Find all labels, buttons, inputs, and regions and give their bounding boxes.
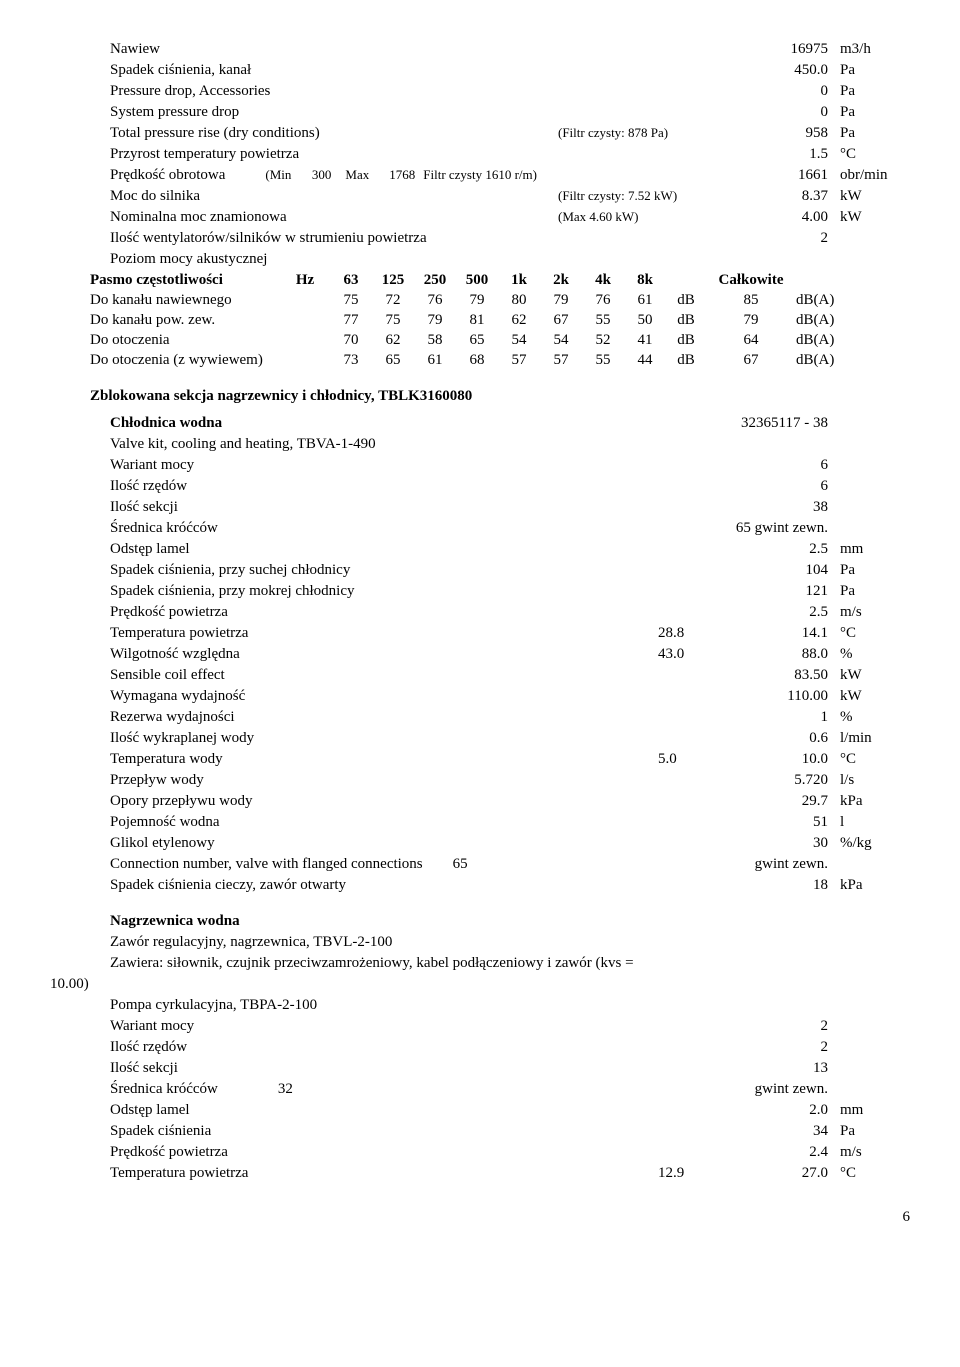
row: Connection number, valve with flanged co… [50, 856, 910, 876]
row: Wariant mocy6 [50, 457, 910, 477]
frequency-table: Pasmo częstotliwości Hz 63 125 250 500 1… [50, 272, 910, 372]
row: Prędkość powietrza2.5m/s [50, 604, 910, 624]
row: Odstęp lamel2.0mm [50, 1102, 910, 1122]
row-nagrzewnica-title: Nagrzewnica wodna [50, 913, 910, 933]
freq-row: Do otoczenia 7062586554545241 dB64dB(A) [50, 332, 910, 352]
row: Ilość rzędów6 [50, 478, 910, 498]
row: Sensible coil effect83.50kW [50, 667, 910, 687]
freq-row: Do otoczenia (z wywiewem) 73656168575755… [50, 352, 910, 372]
row: Ilość sekcji13 [50, 1060, 910, 1080]
row-ilosc-wentylatorow: Ilość wentylatorów/silników w strumieniu… [50, 230, 910, 250]
row-pressure-drop-acc: Pressure drop, Accessories 0Pa [50, 83, 910, 103]
row: Wilgotność względna43.088.0% [50, 646, 910, 666]
row-chlodnica-title: Chłodnica wodna 32365117 - 38 [50, 415, 910, 435]
row: Ilość wykraplanej wody0.6l/min [50, 730, 910, 750]
row: Pompa cyrkulacyjna, TBPA-2-100 [50, 997, 910, 1017]
row: Temperatura powietrza28.814.1°C [50, 625, 910, 645]
row: Przepływ wody5.720l/s [50, 772, 910, 792]
row-przyrost-temp: Przyrost temperatury powietrza 1.5°C [50, 146, 910, 166]
row: Glikol etylenowy30%/kg [50, 835, 910, 855]
freq-row: Do kanału pow. zew. 7775798162675550 dB7… [50, 312, 910, 332]
row-nawiew: Nawiew 16975 m3/h [50, 41, 910, 61]
row-moc-silnika: Moc do silnika (Filtr czysty: 7.52 kW) 8… [50, 188, 910, 208]
row: Zawiera: siłownik, czujnik przeciwzamroż… [50, 955, 910, 975]
freq-row: Do kanału nawiewnego 7572767980797661 dB… [50, 292, 910, 312]
row: Rezerwa wydajności1% [50, 709, 910, 729]
page-number: 6 [50, 1209, 910, 1226]
section-title: Zblokowana sekcja nagrzewnicy i chłodnic… [90, 388, 910, 405]
row-spadek-kanal: Spadek ciśnienia, kanał 450.0Pa [50, 62, 910, 82]
row-nominalna-moc: Nominalna moc znamionowa (Max 4.60 kW) 4… [50, 209, 910, 229]
row: Temperatura wody5.010.0°C [50, 751, 910, 771]
row: Wariant mocy2 [50, 1018, 910, 1038]
row: Odstęp lamel2.5mm [50, 541, 910, 561]
row: Valve kit, cooling and heating, TBVA-1-4… [50, 436, 910, 456]
row-total-pressure-rise: Total pressure rise (dry conditions) (Fi… [50, 125, 910, 145]
label: Nawiew [110, 41, 160, 58]
row-kvs-continuation: 10.00) [50, 976, 910, 996]
row: Spadek ciśnienia, przy mokrej chłodnicy1… [50, 583, 910, 603]
row: Prędkość powietrza2.4m/s [50, 1144, 910, 1164]
row-predkosc-obrotowa: Prędkość obrotowa (Min 300 Max 1768 Filt… [50, 167, 910, 187]
paren-note: (Filtr czysty: 878 Pa) [558, 125, 738, 141]
row: Spadek ciśnienia34Pa [50, 1123, 910, 1143]
row: Wymagana wydajność110.00kW [50, 688, 910, 708]
freq-header-row: Pasmo częstotliwości Hz 63 125 250 500 1… [50, 272, 910, 292]
row: Zawór regulacyjny, nagrzewnica, TBVL-2-1… [50, 934, 910, 954]
row: Średnica króćców65 gwint zewn. [50, 520, 910, 540]
row-system-pressure-drop: System pressure drop 0Pa [50, 104, 910, 124]
unit: m3/h [828, 41, 910, 58]
row: Spadek ciśnienia, przy suchej chłodnicy1… [50, 562, 910, 582]
row: Temperatura powietrza12.927.0°C [50, 1165, 910, 1185]
row: Ilość rzędów2 [50, 1039, 910, 1059]
row-poziom-mocy-akust: Poziom mocy akustycznej [50, 251, 910, 271]
row: Spadek ciśnienia cieczy, zawór otwarty18… [50, 877, 910, 897]
row: Pojemność wodna51l [50, 814, 910, 834]
row: Opory przepływu wody29.7kPa [50, 793, 910, 813]
row: Średnica króćców32gwint zewn. [50, 1081, 910, 1101]
row: Ilość sekcji38 [50, 499, 910, 519]
value: 16975 [738, 41, 828, 58]
